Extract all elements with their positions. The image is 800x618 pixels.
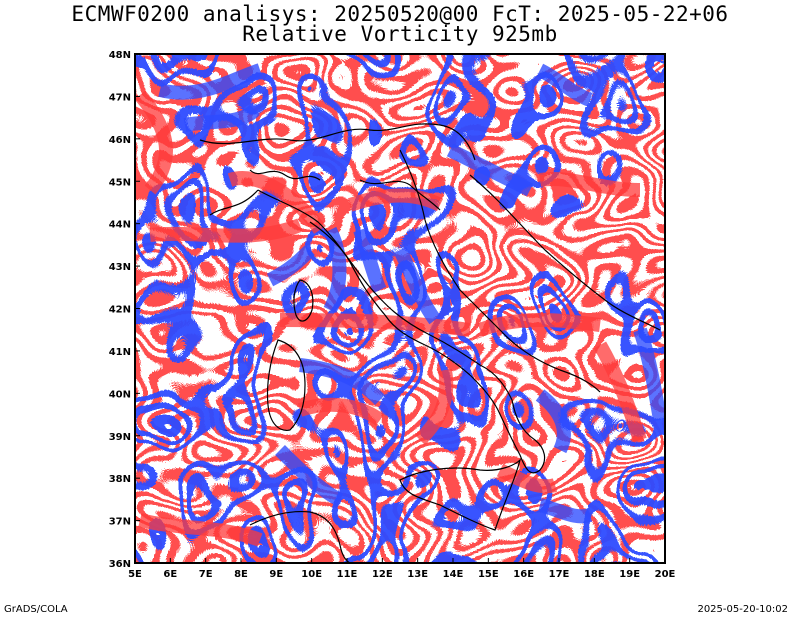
italy-coastline (257, 189, 546, 474)
lon-tick-label: 13E (407, 569, 428, 580)
lat-tick-label: 41N (109, 347, 131, 358)
sicily-outline (399, 458, 522, 531)
map-subtitle: Relative Vorticity 925mb (242, 22, 558, 46)
lat-tick-label: 42N (109, 305, 131, 316)
software-credit: GrADS/COLA (4, 604, 68, 615)
lat-tick-label: 46N (109, 135, 131, 146)
lat-tick-label: 48N (109, 50, 131, 61)
corsica-outline (293, 279, 314, 322)
lon-tick-label: 18E (584, 569, 605, 580)
lat-tick-label: 37N (109, 517, 131, 528)
coastlines (199, 123, 661, 563)
lat-tick-label: 43N (109, 262, 131, 273)
lon-tick-label: 19E (619, 569, 640, 580)
lon-tick-label: 10E (301, 569, 322, 580)
adriatic-coastline (399, 149, 601, 393)
vorticity-field (135, 54, 665, 563)
lon-tick-label: 6E (163, 569, 177, 580)
lat-tick-label: 40N (109, 389, 131, 400)
lat-tick-label: 45N (109, 177, 131, 188)
latitude-ticks: 36N 37N 38N 39N 40N 41N 42N 43N 44N 45N 46N 47N 48N (109, 50, 140, 570)
alps-border (199, 123, 476, 161)
lon-tick-label: 14E (443, 569, 464, 580)
lat-tick-label: 38N (109, 474, 131, 485)
lon-tick-label: 17E (549, 569, 570, 580)
lon-tick-label: 12E (372, 569, 393, 580)
lat-tick-label: 39N (109, 432, 131, 443)
lon-tick-label: 16E (513, 569, 534, 580)
tunisia-coast (249, 510, 351, 563)
generation-timestamp: 2025-05-20-10:02 (697, 604, 788, 615)
lon-tick-label: 15E (478, 569, 499, 580)
internal-border-2 (359, 179, 441, 211)
lon-tick-label: 7E (199, 569, 213, 580)
internal-border-1 (249, 169, 321, 181)
longitude-ticks: 5E 6E 7E 8E 9E 10E 11E 12E 13E 14E 15E 16E 17E 18E 19E… (128, 558, 676, 580)
france-coast (209, 189, 259, 216)
sardinia-outline (266, 339, 306, 431)
lon-tick-label: 11E (337, 569, 358, 580)
map-title: ECMWF0200 analisys: 20250520@00 FcT: 202… (71, 2, 729, 26)
lat-tick-label: 44N (109, 220, 131, 231)
lon-tick-label: 9E (269, 569, 283, 580)
balkan-coast (469, 174, 661, 331)
lat-tick-label: 36N (109, 559, 131, 570)
lon-tick-label: 8E (234, 569, 248, 580)
lon-tick-label: 5E (128, 569, 142, 580)
lat-tick-label: 47N (109, 92, 131, 103)
lon-tick-label: 20E (655, 569, 676, 580)
negative-vorticity-bands (158, 63, 665, 524)
